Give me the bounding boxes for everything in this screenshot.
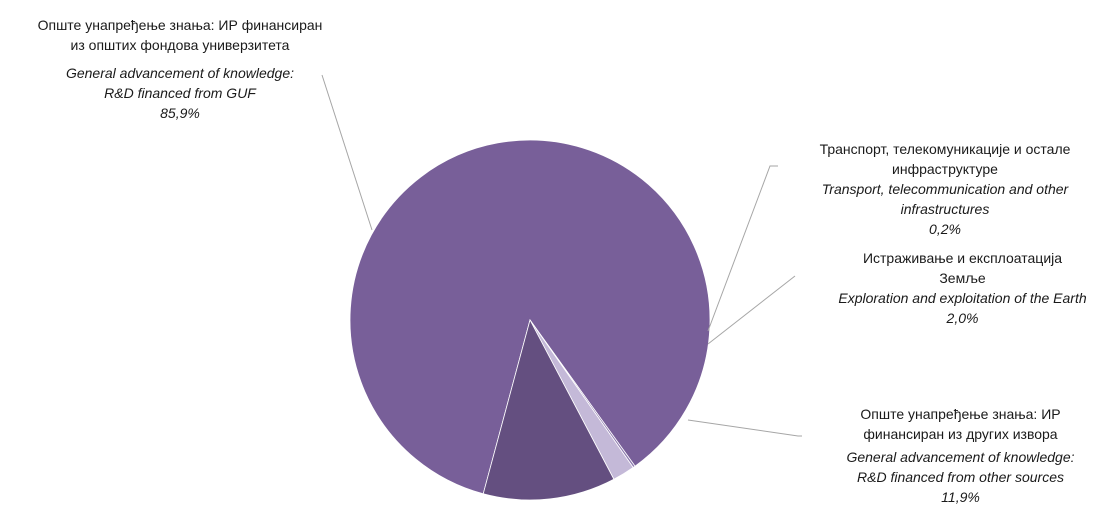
slice-label-guf-sr-line2: из општих фондова универзитета: [70, 37, 290, 53]
leader-transport: [707, 165, 778, 332]
slice-label-other-value: 11,9%: [941, 489, 980, 505]
slice-label-other-sr-line2: финансиран из других извора: [863, 426, 1058, 442]
pie-slices: [349, 139, 711, 501]
leader-earth: [707, 275, 796, 345]
slice-label-earth: Истраживање и експлоатација Земље Explor…: [808, 248, 1117, 328]
slice-label-earth-sr-line2: Земље: [939, 270, 986, 286]
slice-label-transport: Транспорт, телекомуникације и остале инф…: [770, 139, 1117, 239]
slice-label-guf-value: 85,9%: [160, 105, 200, 121]
leader-lines: [321, 74, 802, 437]
slice-label-transport-en-line2: infrastructures: [900, 201, 990, 217]
slice-label-other-sr-line1: Опште унапређење знања: ИР: [860, 406, 1061, 422]
slice-label-guf: Опште унапређење знања: ИР финансиран из…: [0, 15, 360, 123]
slice-label-earth-sr-line1: Истраживање и експлоатација: [862, 250, 1063, 266]
slice-label-transport-en-line1: Transport, telecommunication and other: [821, 181, 1069, 197]
slice-label-other-en-line1: General advancement of knowledge:: [846, 449, 1075, 465]
slice-label-guf-en-line2: R&D financed from GUF: [104, 85, 256, 101]
slice-label-other-sources: Опште унапређење знања: ИР финансиран из…: [798, 404, 1117, 507]
slice-label-guf-en-line1: General advancement of knowledge:: [65, 65, 295, 81]
slice-label-transport-sr-line2: инфраструктуре: [892, 161, 998, 177]
slice-label-earth-en-line1: Exploration and exploitation of the Eart…: [838, 290, 1087, 306]
leader-guf: [321, 74, 373, 231]
slice-label-guf-sr-line1: Опште унапређење знања: ИР финансиран: [37, 17, 323, 33]
slice-label-earth-value: 2,0%: [946, 310, 979, 326]
slice-label-other-en-line2: R&D financed from other sources: [857, 469, 1064, 485]
slice-other-sources: [482, 318, 615, 501]
slice-label-transport-sr-line1: Транспорт, телекомуникације и остале: [819, 141, 1071, 157]
slice-label-transport-value: 0,2%: [929, 221, 961, 237]
leader-other-sources: [687, 419, 802, 437]
